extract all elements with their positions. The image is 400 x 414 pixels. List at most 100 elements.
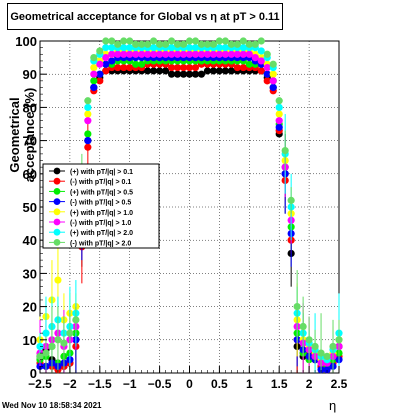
data-point [144,50,152,58]
x-tick-label: 2.5 [331,377,348,391]
data-point [84,130,92,138]
data-point [120,63,128,72]
data-point [269,60,277,68]
data-point [102,44,110,52]
data-point [84,97,92,105]
data-point [197,40,206,48]
data-point [66,329,74,337]
data-point [96,47,104,55]
data-point [42,329,50,337]
x-tick-label: −2 [63,377,77,391]
data-point [96,70,104,78]
data-point [239,63,247,72]
legend-marker [53,167,61,175]
data-point [233,40,241,48]
data-point [317,349,325,357]
data-point [203,40,212,48]
data-point [197,50,206,58]
data-point [263,63,271,72]
data-point [90,83,98,92]
data-point [215,50,223,58]
legend-marker [53,177,61,185]
data-point [209,50,218,58]
data-point [156,50,164,58]
x-tick-label: 1 [246,377,253,391]
y-tick-label: 20 [23,300,37,315]
data-point [96,77,104,85]
data-point [144,67,152,75]
data-point [114,63,122,72]
x-axis-label: η [329,398,337,413]
data-point [90,77,98,85]
data-point [48,342,56,351]
data-point [126,63,134,72]
data-point [144,40,152,48]
y-tick-label: 100 [15,34,37,49]
legend-label: (+) with pT/|q| > 0.1 [70,169,133,176]
data-point [90,63,98,72]
data-point [173,70,182,78]
data-point [233,50,241,58]
data-point [161,40,170,48]
y-tick-label: 30 [23,266,37,281]
data-point [323,366,331,374]
data-layer [36,37,343,374]
data-point [150,37,158,45]
data-point [120,37,128,45]
data-point [108,44,116,52]
legend-box [42,163,160,249]
data-point [227,67,235,75]
legend-marker [53,218,61,226]
data-point [293,303,301,311]
data-point [84,110,92,118]
data-point [114,40,122,48]
data-point [167,70,176,78]
data-point [96,60,104,68]
data-point [114,50,122,58]
data-point [102,37,110,45]
data-point [167,50,176,58]
data-point [287,196,295,204]
data-point [179,63,188,72]
data-point [126,37,134,45]
data-point [269,77,277,85]
data-point [167,44,176,52]
data-point [275,97,283,105]
data-point [311,342,319,351]
data-point [179,50,188,58]
title-box: Geometrical acceptance for Global vs η a… [7,3,283,30]
data-point [102,54,110,62]
y-tick-label: 50 [23,200,37,215]
data-point [215,67,223,75]
data-point [42,349,50,357]
data-point [185,50,194,58]
data-point [275,110,283,118]
data-point [233,63,241,72]
data-point [185,70,194,78]
data-point [191,50,200,58]
data-point [245,40,253,48]
legend-label: (+) with pT/|q| > 2.0 [70,230,133,237]
data-point [108,57,116,65]
data-point [167,37,176,45]
data-point [335,336,343,344]
data-point [191,44,200,52]
data-point [108,50,116,58]
data-point [275,103,283,111]
data-point [263,77,271,85]
data-point [156,67,164,75]
data-point [245,60,253,68]
data-point [257,47,265,55]
data-point [275,123,283,131]
data-point [239,50,247,58]
data-point [185,44,194,52]
timestamp: Wed Nov 10 18:58:34 2021 [2,401,102,410]
data-point [173,50,182,58]
data-point [197,70,206,78]
legend-marker [53,239,61,246]
data-point [221,50,229,58]
x-tick-label: −0.5 [148,377,172,391]
y-tick-label: 90 [23,67,37,82]
data-point [275,117,283,125]
